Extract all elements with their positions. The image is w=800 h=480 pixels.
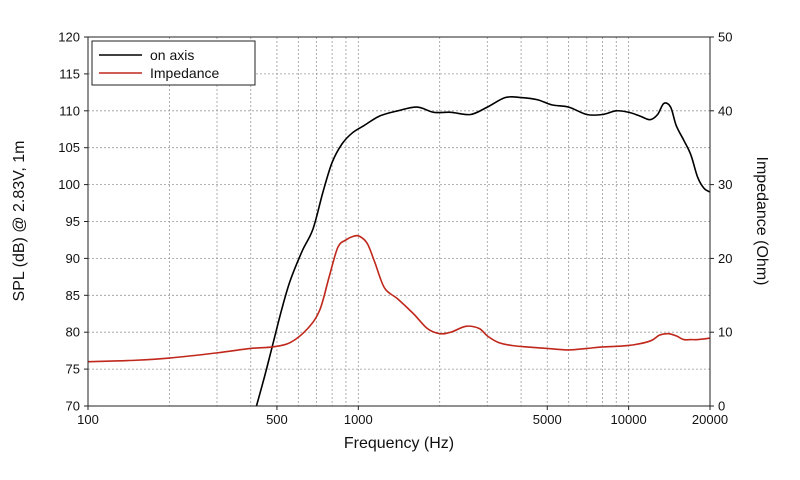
y-tick-label: 95 [66, 214, 80, 229]
grid [88, 37, 710, 406]
series-layer [88, 95, 710, 406]
legend: on axis Impedance [91, 40, 256, 86]
y-tick-label: 100 [58, 177, 80, 192]
y2-tick-label: 40 [718, 103, 732, 118]
x-axis-title: Frequency (Hz) [344, 435, 454, 452]
legend-label-impedance: Impedance [150, 65, 219, 81]
x-tick-label: 5000 [533, 412, 562, 427]
y-tick-label: 105 [58, 140, 80, 155]
y2-tick-label: 0 [718, 399, 725, 414]
y-tick-label: 110 [59, 103, 80, 118]
y2-axis-title: Impedance (Ohm) [753, 157, 770, 286]
y-tick-label: 80 [66, 325, 80, 340]
y-axis-title: SPL (dB) @ 2.83V, 1m [11, 141, 28, 302]
series-line-impedance [88, 234, 710, 363]
y-tick-label: 115 [59, 66, 80, 81]
x-tick-label: 10000 [611, 412, 647, 427]
y-tick-label: 90 [66, 251, 80, 266]
y2-tick-label: 20 [718, 251, 732, 266]
y-tick-label: 120 [58, 30, 80, 45]
x-tick-label: 1000 [344, 412, 373, 427]
tick-labels: 100 500 1000 5000 10000 200007075808590951001… [58, 30, 732, 428]
x-tick-label: 20000 [692, 412, 728, 427]
y-tick-label: 75 [66, 362, 80, 377]
legend-box [91, 40, 256, 86]
x-tick-label: 100 [77, 412, 99, 427]
y2-tick-label: 10 [718, 325, 732, 340]
y-tick-label: 70 [66, 399, 80, 414]
y2-tick-label: 30 [718, 177, 732, 192]
x-tick-label: 500 [266, 412, 288, 427]
y-tick-label: 85 [66, 288, 80, 303]
legend-label-on-axis: on axis [150, 47, 194, 63]
y2-tick-label: 50 [718, 30, 732, 45]
series-line-on-axis [255, 95, 710, 406]
